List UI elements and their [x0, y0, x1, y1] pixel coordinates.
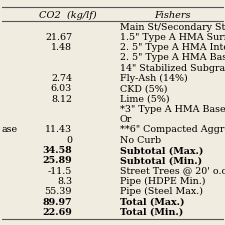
Text: Total (Min.): Total (Min.): [120, 208, 183, 217]
Text: 2. 5" Type A HMA Interm: 2. 5" Type A HMA Interm: [120, 43, 225, 52]
Text: No Curb: No Curb: [120, 136, 161, 145]
Text: Pipe (HDPE Min.): Pipe (HDPE Min.): [120, 177, 205, 186]
Text: 1.48: 1.48: [51, 43, 72, 52]
Text: 89.97: 89.97: [42, 198, 72, 207]
Text: 22.69: 22.69: [42, 208, 72, 217]
Text: 25.89: 25.89: [42, 156, 72, 165]
Text: 1.5" Type A HMA Surface: 1.5" Type A HMA Surface: [120, 33, 225, 42]
Text: 55.39: 55.39: [45, 187, 72, 196]
Text: Pipe (Steel Max.): Pipe (Steel Max.): [120, 187, 203, 196]
Text: Subtotal (Max.): Subtotal (Max.): [120, 146, 203, 155]
Text: 11.43: 11.43: [45, 126, 72, 135]
Text: Or: Or: [120, 115, 132, 124]
Text: 14" Stabilized Subgrade: 14" Stabilized Subgrade: [120, 64, 225, 73]
Text: Fly-Ash (14%): Fly-Ash (14%): [120, 74, 188, 83]
Text: 8.3: 8.3: [57, 177, 72, 186]
Text: Street Trees @ 20' o.c.: Street Trees @ 20' o.c.: [120, 167, 225, 176]
Text: 2.74: 2.74: [51, 74, 72, 83]
Text: 0: 0: [66, 136, 72, 145]
Text: CO2  (kg/lf): CO2 (kg/lf): [39, 10, 97, 20]
Text: 21.67: 21.67: [45, 33, 72, 42]
Text: ase: ase: [2, 126, 18, 135]
Text: Fishers: Fishers: [154, 11, 190, 20]
Text: Total (Max.): Total (Max.): [120, 198, 184, 207]
Text: 6.03: 6.03: [51, 84, 72, 93]
Text: -11.5: -11.5: [48, 167, 72, 176]
Text: 34.58: 34.58: [42, 146, 72, 155]
Text: 2. 5" Type A HMA Base: 2. 5" Type A HMA Base: [120, 53, 225, 62]
Text: Subtotal (Min.): Subtotal (Min.): [120, 156, 202, 165]
Text: CKD (5%): CKD (5%): [120, 84, 167, 93]
Text: 8.12: 8.12: [51, 94, 72, 104]
Text: **6" Compacted Aggregat: **6" Compacted Aggregat: [120, 126, 225, 135]
Text: *3" Type A HMA Base: *3" Type A HMA Base: [120, 105, 225, 114]
Text: Main St/Secondary St: Main St/Secondary St: [120, 22, 225, 32]
Text: Lime (5%): Lime (5%): [120, 94, 170, 104]
